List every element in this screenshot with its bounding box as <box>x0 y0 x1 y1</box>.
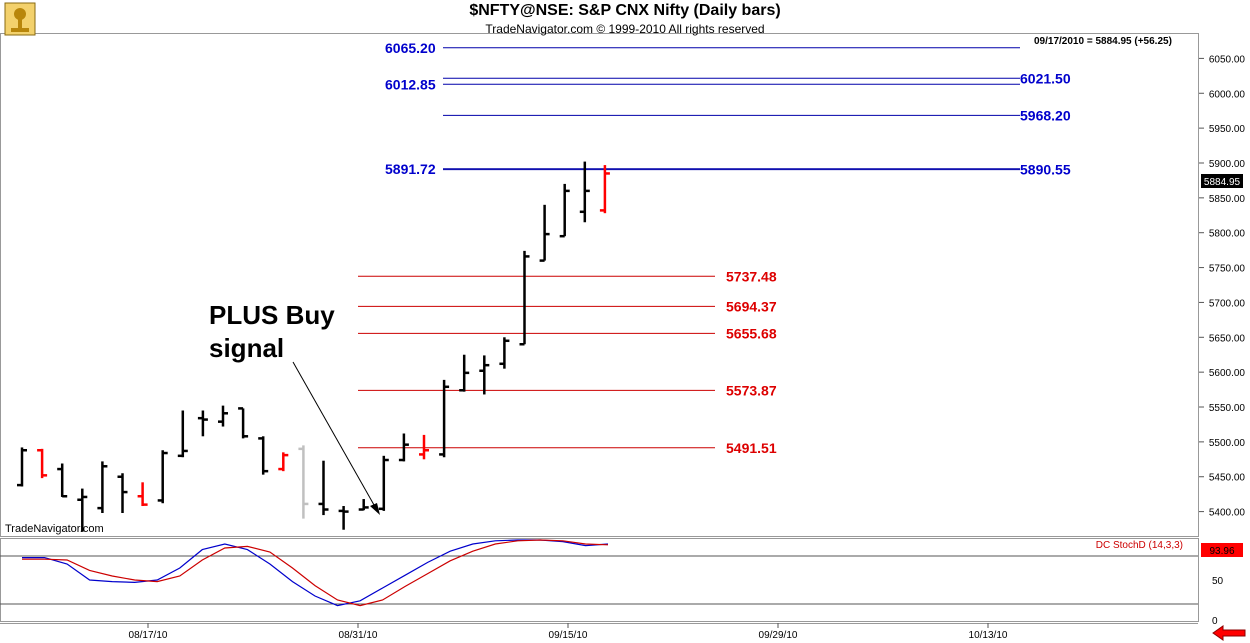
y-tick-label: 5900.00 <box>1209 159 1246 170</box>
price-panel-frame <box>0 33 1199 537</box>
x-tick-label: 08/17/10 <box>129 630 168 641</box>
ohlc-bar <box>37 448 48 479</box>
y-tick-label: 6000.00 <box>1209 89 1246 100</box>
last-price-label: 5884.95 <box>1204 177 1241 188</box>
ohlc-bar <box>17 447 27 487</box>
y-tick-label: 5750.00 <box>1209 264 1246 275</box>
annotation-group: PLUS Buy signal <box>209 300 380 515</box>
ohlc-bar <box>439 379 450 458</box>
stoch-last-label: 93.96 <box>1209 546 1234 557</box>
chart-title: $NFTY@NSE: S&P CNX Nifty (Daily bars) <box>469 2 781 19</box>
y-tick-label: 6050.00 <box>1209 54 1246 65</box>
stoch-last-marker <box>1201 543 1243 557</box>
level-label-right: 5694.37 <box>726 298 777 314</box>
stoch-title: DC StochD (14,3,3) <box>1096 540 1183 551</box>
ohlc-bar <box>519 250 530 346</box>
y-tick-label: 5700.00 <box>1209 298 1246 309</box>
stoch-series-line <box>22 539 609 607</box>
date-axis: 08/17/10 08/31/10 09/15/10 09/29/10 10/13/10 <box>129 623 1008 641</box>
chart-subtitle: TradeNavigator.com © 1999-2010 All right… <box>485 22 765 36</box>
x-tick-label: 09/29/10 <box>759 630 798 641</box>
last-price-marker <box>1201 174 1243 188</box>
watermark: TradeNavigator.com <box>5 523 104 535</box>
ohlc-bar <box>117 473 128 513</box>
ohlc-bar <box>177 410 188 458</box>
stoch-y-tick-label: 0 <box>1212 616 1218 627</box>
level-label-left: 6012.85 <box>385 76 436 92</box>
ohlc-bar <box>318 460 329 516</box>
ohlc-bar <box>338 506 349 530</box>
last-close-info: 09/17/2010 = 5884.95 (+56.25) <box>1034 36 1172 47</box>
level-label-left: 5891.72 <box>385 161 436 177</box>
stochastic-panel: 50 0 <box>0 539 1224 627</box>
trade-navigator-logo <box>4 2 36 36</box>
y-tick-label: 5950.00 <box>1209 124 1246 135</box>
y-tick-label: 5800.00 <box>1209 229 1246 240</box>
annotation-line-1: PLUS Buy <box>209 300 335 330</box>
level-label-right: 5491.51 <box>726 440 777 456</box>
ohlc-bar <box>137 482 148 507</box>
ohlc-bar <box>579 161 590 223</box>
ohlc-bar <box>599 165 610 214</box>
ohlc-bar <box>298 445 309 519</box>
level-label-right: 5737.48 <box>726 268 777 284</box>
level-label-right: 6021.50 <box>1020 70 1071 86</box>
ohlc-bar <box>559 183 570 238</box>
level-label-right: 5890.55 <box>1020 162 1071 178</box>
y-tick-label: 5600.00 <box>1209 368 1246 379</box>
y-tick-label: 5550.00 <box>1209 403 1246 414</box>
ohlc-bar <box>459 354 470 392</box>
ohlc-bar <box>97 461 108 513</box>
x-tick-label: 10/13/10 <box>969 630 1008 641</box>
annotation-arrowhead <box>370 503 380 515</box>
stoch-panel-frame <box>0 538 1199 622</box>
ohlc-bar <box>278 452 289 472</box>
ohlc-bar <box>197 410 208 437</box>
stoch-y-tick-label: 50 <box>1212 576 1224 587</box>
price-bars <box>17 161 610 532</box>
annotation-line-2: signal <box>209 333 284 363</box>
y-tick-label: 5850.00 <box>1209 194 1246 205</box>
ohlc-bar <box>77 488 88 532</box>
level-lines: 6065.20 6021.50 6012.85 5968.20 5891.72 5890.… <box>358 40 1071 456</box>
level-label-right: 5968.20 <box>1020 107 1071 123</box>
y-tick-label: 5500.00 <box>1209 438 1246 449</box>
x-tick-label: 09/15/10 <box>549 630 588 641</box>
ohlc-bar <box>479 355 490 395</box>
y-tick-label: 5450.00 <box>1209 473 1246 484</box>
level-label-left: 6065.20 <box>385 40 436 56</box>
price-axis: 5400.00 5450.00 5500.00 5550.00 5600.00 5650.… <box>1199 54 1246 519</box>
ohlc-bar <box>358 499 369 511</box>
y-tick-label: 5650.00 <box>1209 333 1246 344</box>
ohlc-bar <box>499 337 510 369</box>
level-label-right: 5655.68 <box>726 325 777 341</box>
ohlc-bar <box>238 407 249 439</box>
back-arrow-icon[interactable] <box>1212 625 1246 641</box>
y-tick-label: 5400.00 <box>1209 508 1246 519</box>
ohlc-bar <box>258 436 269 475</box>
level-label-right: 5573.87 <box>726 382 777 398</box>
ohlc-bar <box>398 433 409 462</box>
annotation-arrow-line <box>292 361 379 513</box>
ohlc-bar <box>57 463 68 498</box>
ohlc-bar <box>539 204 550 262</box>
ohlc-bar <box>378 455 389 511</box>
ohlc-bar <box>218 405 228 427</box>
ohlc-bar <box>157 450 168 504</box>
stoch-series-line <box>22 539 609 607</box>
ohlc-bar <box>419 434 429 460</box>
x-tick-label: 08/31/10 <box>339 630 378 641</box>
